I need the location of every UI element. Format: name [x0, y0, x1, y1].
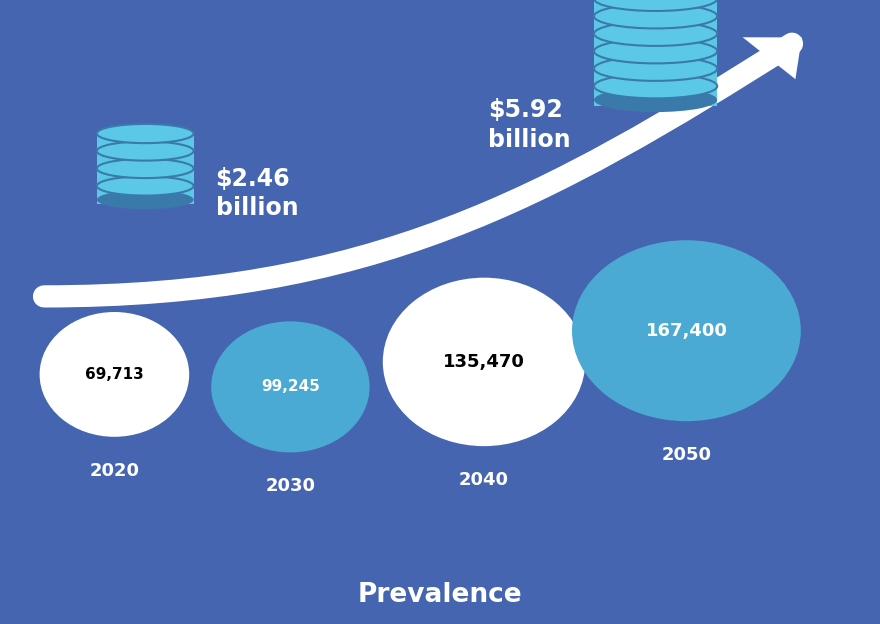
Text: 69,713: 69,713: [85, 367, 143, 382]
Text: 135,470: 135,470: [443, 353, 525, 371]
Ellipse shape: [97, 190, 194, 209]
Ellipse shape: [97, 159, 194, 178]
Text: $2.46
billion: $2.46 billion: [216, 167, 298, 220]
Text: Prevalence: Prevalence: [357, 582, 523, 608]
Ellipse shape: [97, 142, 194, 160]
Text: 2030: 2030: [266, 477, 315, 495]
Ellipse shape: [97, 177, 194, 195]
Ellipse shape: [594, 39, 717, 64]
Text: 99,245: 99,245: [261, 379, 319, 394]
Ellipse shape: [594, 4, 717, 29]
Text: 167,400: 167,400: [645, 322, 728, 339]
Ellipse shape: [594, 0, 717, 11]
FancyBboxPatch shape: [594, 16, 717, 36]
FancyBboxPatch shape: [594, 0, 717, 19]
FancyBboxPatch shape: [594, 69, 717, 89]
Ellipse shape: [594, 21, 717, 46]
Text: 2050: 2050: [662, 446, 711, 464]
Ellipse shape: [40, 312, 189, 437]
Ellipse shape: [211, 321, 370, 452]
Text: 2040: 2040: [459, 471, 509, 489]
FancyBboxPatch shape: [594, 34, 717, 54]
Text: $5.92
billion: $5.92 billion: [488, 98, 571, 152]
FancyBboxPatch shape: [594, 51, 717, 71]
Ellipse shape: [572, 240, 801, 421]
Polygon shape: [743, 37, 802, 79]
Ellipse shape: [594, 56, 717, 81]
Ellipse shape: [594, 87, 717, 112]
FancyBboxPatch shape: [97, 186, 194, 205]
Ellipse shape: [594, 74, 717, 99]
FancyBboxPatch shape: [97, 151, 194, 170]
Ellipse shape: [383, 278, 585, 446]
Ellipse shape: [97, 124, 194, 143]
FancyBboxPatch shape: [594, 0, 717, 1]
FancyBboxPatch shape: [97, 134, 194, 152]
FancyBboxPatch shape: [97, 168, 194, 187]
Text: 2020: 2020: [90, 462, 139, 480]
FancyBboxPatch shape: [594, 86, 717, 106]
